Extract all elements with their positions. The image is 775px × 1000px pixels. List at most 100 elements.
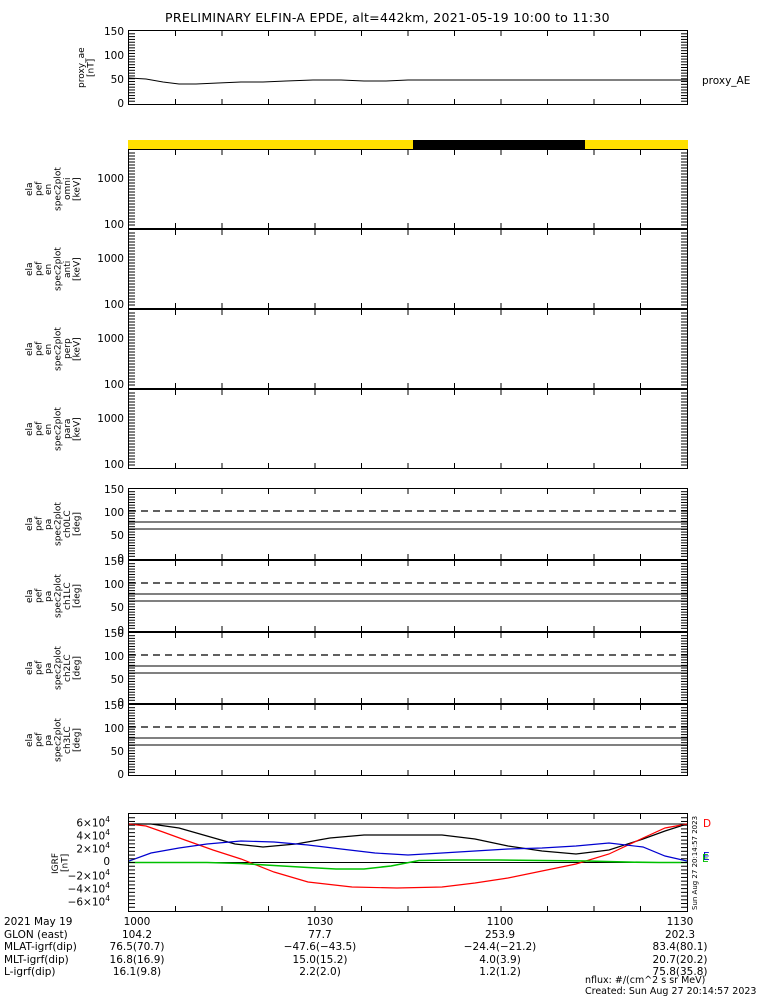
ytick: 150 <box>103 484 124 496</box>
table-row: GLON (east) 104.2 77.7 253.9 202.3 <box>0 929 775 942</box>
ytick: 0 <box>117 98 124 110</box>
igrf-legend-e: E <box>703 851 710 863</box>
ytick: 6×104 <box>76 814 110 830</box>
table-row: 2021 May 19 1000 1030 1100 1130 <box>0 916 775 929</box>
panel-spec-para-ylabel: ela pef en spec2plot para [keV] <box>25 407 83 451</box>
ytick: 50 <box>110 74 124 86</box>
ytick: 50 <box>110 530 124 542</box>
status-bar <box>128 140 688 149</box>
row-label-date: 2021 May 19 <box>4 916 73 928</box>
cell-l: 75.8(35.8) <box>652 966 708 979</box>
ytick: 100 <box>103 50 124 62</box>
cell-mlat: 83.4(80.1) <box>652 941 708 954</box>
ytick: 100 <box>103 299 124 311</box>
page-title: PRELIMINARY ELFIN-A EPDE, alt=442km, 202… <box>165 10 610 25</box>
ytick: 1000 <box>97 333 124 345</box>
ytick: 2×104 <box>76 840 110 856</box>
proxy-ae-trace <box>129 77 687 85</box>
panel-pa-ch0 <box>128 488 688 560</box>
pa-ch2-lines <box>129 654 687 674</box>
cell-mlt: 15.0(15.2) <box>292 953 348 966</box>
ytick: 1000 <box>97 253 124 265</box>
ytick: 0 <box>117 553 124 565</box>
panel-proxy-ae-ylabel: proxy_ae [nT] <box>77 47 97 89</box>
nflux-units-note: nflux: #/(cm^2 s sr MeV) <box>585 975 706 986</box>
cell-time: 1030 <box>306 916 334 928</box>
created-timestamp: Created: Sun Aug 27 20:14:57 2023 <box>585 986 757 997</box>
ytick: −2×104 <box>67 867 110 883</box>
cell-mlat: −24.4(−21.2) <box>463 941 537 954</box>
ytick: 1000 <box>97 413 124 425</box>
ytick: 100 <box>103 507 124 519</box>
pa-ch1-lines <box>129 582 687 602</box>
ytick: 1000 <box>97 173 124 185</box>
ytick: 150 <box>103 26 124 38</box>
panel-pa-ch0-ylabel: ela pef pa spec2plot ch0LC [deg] <box>25 502 83 546</box>
ytick: 100 <box>103 459 124 471</box>
panel-pa-ch2 <box>128 632 688 704</box>
panel-spec-para <box>128 389 688 469</box>
row-label-glon: GLON (east) <box>4 928 68 941</box>
cell-glon: 253.9 <box>484 928 516 941</box>
ytick: −4×104 <box>67 880 110 896</box>
cell-l: 2.2(2.0) <box>299 966 341 979</box>
cell-l: 1.2(1.2) <box>479 966 521 979</box>
panel-pa-ch1-ylabel: ela pef pa spec2plot ch1LC [deg] <box>25 574 83 618</box>
ytick: 50 <box>110 746 124 758</box>
panel-spec-anti <box>128 229 688 309</box>
row-label-l: L-igrf(dip) <box>4 966 56 979</box>
ytick: 100 <box>103 219 124 231</box>
cell-time: 1130 <box>666 916 694 928</box>
panel-pa-ch3 <box>128 704 688 776</box>
cell-time: 1100 <box>486 916 514 928</box>
panel-spec-omni-ylabel: ela pef en spec2plot omni [keV] <box>25 167 83 211</box>
table-row: MLAT-igrf(dip) 76.5(70.7) −47.6(−43.5) −… <box>0 941 775 954</box>
ytick: 100 <box>103 379 124 391</box>
igrf-legend-e-green: E <box>702 853 709 865</box>
panel-proxy-ae <box>128 30 688 105</box>
row-label-mlt: MLT-igrf(dip) <box>4 953 69 966</box>
cell-glon: 202.3 <box>664 928 696 941</box>
cell-mlt: 20.7(20.2) <box>652 953 708 966</box>
igrf-legend-d: D <box>703 818 712 830</box>
ytick: 4×104 <box>76 827 110 843</box>
cell-mlat: 76.5(70.7) <box>109 941 165 954</box>
pa-ch3-lines <box>129 726 687 746</box>
cell-l: 16.1(9.8) <box>112 966 162 979</box>
cell-mlat: −47.6(−43.5) <box>283 941 357 954</box>
ytick: 0 <box>117 769 124 781</box>
ytick: 100 <box>103 579 124 591</box>
ytick: 0 <box>117 697 124 709</box>
ytick: 100 <box>103 723 124 735</box>
panel-spec-anti-ylabel: ela pef en spec2plot anti [keV] <box>25 247 83 291</box>
ytick: 50 <box>110 674 124 686</box>
ytick: 100 <box>103 651 124 663</box>
panel-pa-ch2-ylabel: ela pef pa spec2plot ch2LC [deg] <box>25 646 83 690</box>
cell-time: 1000 <box>123 916 151 928</box>
panel-igrf <box>128 813 688 912</box>
cell-mlt: 16.8(16.9) <box>109 953 165 966</box>
igrf-traces <box>129 823 687 889</box>
table-row: MLT-igrf(dip) 16.8(16.9) 15.0(15.2) 4.0(… <box>0 954 775 967</box>
table-row: L-igrf(dip) 16.1(9.8) 2.2(2.0) 1.2(1.2) … <box>0 966 775 979</box>
panel-pa-ch1 <box>128 560 688 632</box>
created-timestamp-vertical: Sun Aug 27 20:14:57 2023 <box>691 815 699 910</box>
row-label-mlat: MLAT-igrf(dip) <box>4 941 77 954</box>
panel-spec-omni <box>128 149 688 229</box>
ytick: 150 <box>103 700 124 712</box>
panel-spec-perp-ylabel: ela pef en spec2plot perp [keV] <box>25 327 83 371</box>
proxy-ae-right-label: proxy_AE <box>702 75 751 87</box>
ytick: 150 <box>103 628 124 640</box>
ytick: 150 <box>103 556 124 568</box>
ytick: 0 <box>117 625 124 637</box>
ytick: 0 <box>103 856 110 868</box>
panel-spec-perp <box>128 309 688 389</box>
cell-mlt: 4.0(3.9) <box>479 953 521 966</box>
cell-glon: 104.2 <box>121 928 153 941</box>
panel-pa-ch3-ylabel: ela pef pa spec2plot ch3LC [deg] <box>25 718 83 762</box>
ytick: −6×104 <box>67 893 110 909</box>
ytick: 50 <box>110 602 124 614</box>
pa-ch0-lines <box>129 510 687 530</box>
bottom-axis-table: 2021 May 19 1000 1030 1100 1130 GLON (ea… <box>0 916 775 979</box>
cell-glon: 77.7 <box>308 928 332 941</box>
